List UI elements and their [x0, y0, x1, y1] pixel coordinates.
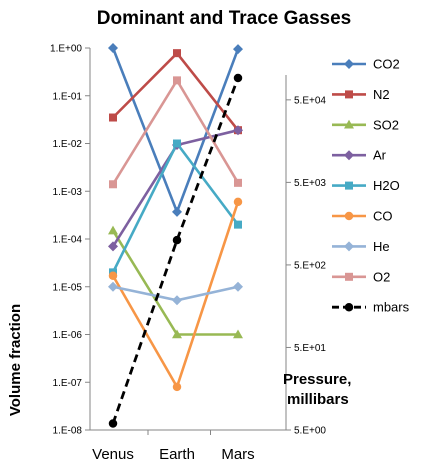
y2-tick-label: 5.E+00: [294, 426, 326, 437]
y-tick-label: 1.E-03: [53, 187, 83, 198]
y-axis-ticks: 1.E+00 1.E-01 1.E-02 1.E-03 1.E-04 1.E-05 1.E-…: [50, 44, 90, 437]
series-line-mbars: [111, 77, 240, 424]
y-axis-label: Volume fraction: [7, 304, 24, 416]
y2-tick-label: 5.E+03: [294, 178, 326, 189]
data-point-ar: [108, 241, 118, 252]
series-layer: [111, 47, 240, 424]
data-point-mbars: [233, 73, 243, 83]
data-point-co2: [108, 43, 118, 53]
legend-marker-n2: [345, 90, 353, 99]
chart-title: Dominant and Trace Gasses: [97, 8, 352, 29]
legend-label-co2: CO2: [373, 57, 400, 72]
y2-axis-ticks: 5.E+04 5.E+03 5.E+02 5.E+01 5.E+00: [286, 95, 326, 437]
data-point-so2: [233, 329, 243, 339]
y-tick-label: 1.E-02: [53, 139, 83, 150]
legend-marker-o2: [345, 272, 353, 281]
data-point-he: [233, 281, 243, 292]
y-tick-label: 1.E-06: [53, 330, 83, 341]
y-tick-label: 1.E-08: [53, 426, 83, 437]
data-point-co: [172, 382, 182, 392]
series-line-co: [111, 201, 240, 391]
legend-marker-ar: [344, 150, 354, 161]
legend-marker-mbars: [344, 302, 354, 312]
y-tick-label: 1.E-04: [53, 235, 83, 246]
legend: CO2 N2 SO2 Ar H2O CO He O2 mbars: [332, 57, 410, 315]
data-point-co2: [233, 44, 243, 55]
legend-marker-h2o: [345, 181, 353, 190]
y-tick-label: 1.E-05: [53, 282, 83, 293]
y-tick-label: 1.E+00: [50, 44, 82, 55]
data-point-h2o: [234, 220, 242, 229]
y-tick-label: 1.E-07: [53, 378, 83, 389]
data-point-so2: [108, 225, 118, 235]
data-point-co: [108, 271, 118, 280]
data-point-ar: [233, 125, 243, 136]
data-point-n2: [109, 113, 117, 122]
data-point-he: [108, 281, 118, 292]
y2-tick-label: 5.E+04: [294, 95, 326, 106]
data-point-o2: [109, 180, 117, 189]
data-point-co2: [172, 206, 182, 217]
series-line-n2: [112, 51, 240, 131]
x-tick-label: Mars: [221, 446, 254, 463]
legend-marker-he: [344, 241, 354, 252]
data-point-mbars: [108, 419, 118, 428]
x-tick-label: Venus: [92, 446, 134, 463]
legend-marker-co2: [344, 59, 354, 69]
data-point-h2o: [173, 139, 181, 148]
legend-marker-so2: [344, 119, 354, 129]
y2-axis-label: Pressure, millibars: [283, 371, 351, 408]
data-point-o2: [173, 76, 181, 85]
legend-label-o2: O2: [373, 269, 390, 284]
legend-label-n2: N2: [373, 87, 390, 102]
data-point-so2: [172, 329, 182, 339]
y2-tick-label: 5.E+01: [294, 343, 326, 354]
legend-label-h2o: H2O: [373, 178, 400, 193]
data-point-mbars: [172, 235, 182, 245]
legend-label-mbars: mbars: [373, 300, 410, 315]
y-tick-label: 1.E-01: [53, 91, 83, 102]
y2-tick-label: 5.E+02: [294, 260, 326, 271]
data-point-o2: [234, 178, 242, 187]
x-axis-categories: Venus Earth Mars: [92, 446, 255, 463]
marker-layer: [108, 43, 243, 428]
data-point-co: [233, 197, 243, 207]
legend-label-ar: Ar: [373, 148, 387, 163]
data-point-n2: [173, 49, 181, 58]
legend-label-so2: SO2: [373, 117, 399, 132]
legend-label-co: CO: [373, 209, 393, 224]
legend-marker-co: [344, 211, 354, 221]
legend-label-he: He: [373, 239, 390, 254]
data-point-he: [172, 295, 182, 306]
x-tick-label: Earth: [159, 446, 195, 463]
